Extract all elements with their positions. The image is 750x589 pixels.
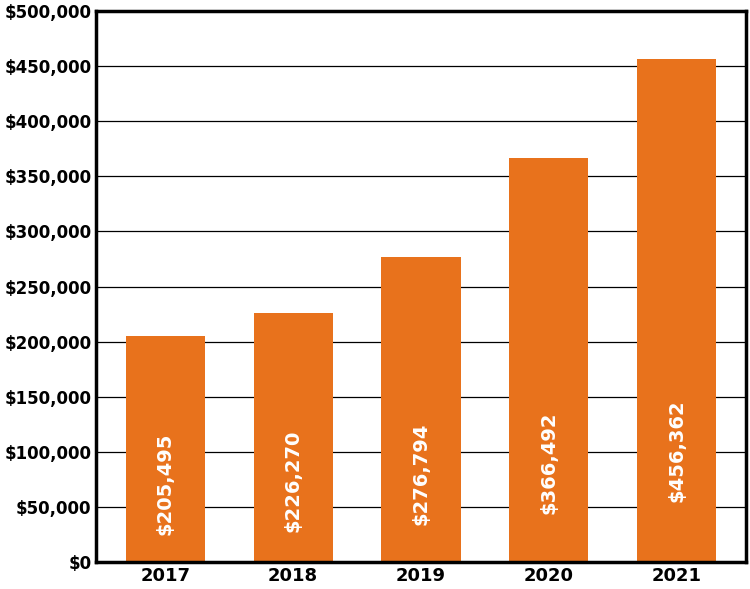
- Text: $226,270: $226,270: [284, 430, 303, 532]
- Bar: [126, 336, 205, 562]
- Bar: [381, 257, 460, 562]
- Bar: [254, 313, 333, 562]
- Bar: [509, 158, 589, 562]
- Text: $456,362: $456,362: [668, 399, 686, 502]
- Bar: [637, 59, 716, 562]
- Text: $366,492: $366,492: [539, 411, 558, 514]
- Text: $276,794: $276,794: [412, 423, 430, 525]
- Text: $205,495: $205,495: [156, 432, 175, 535]
